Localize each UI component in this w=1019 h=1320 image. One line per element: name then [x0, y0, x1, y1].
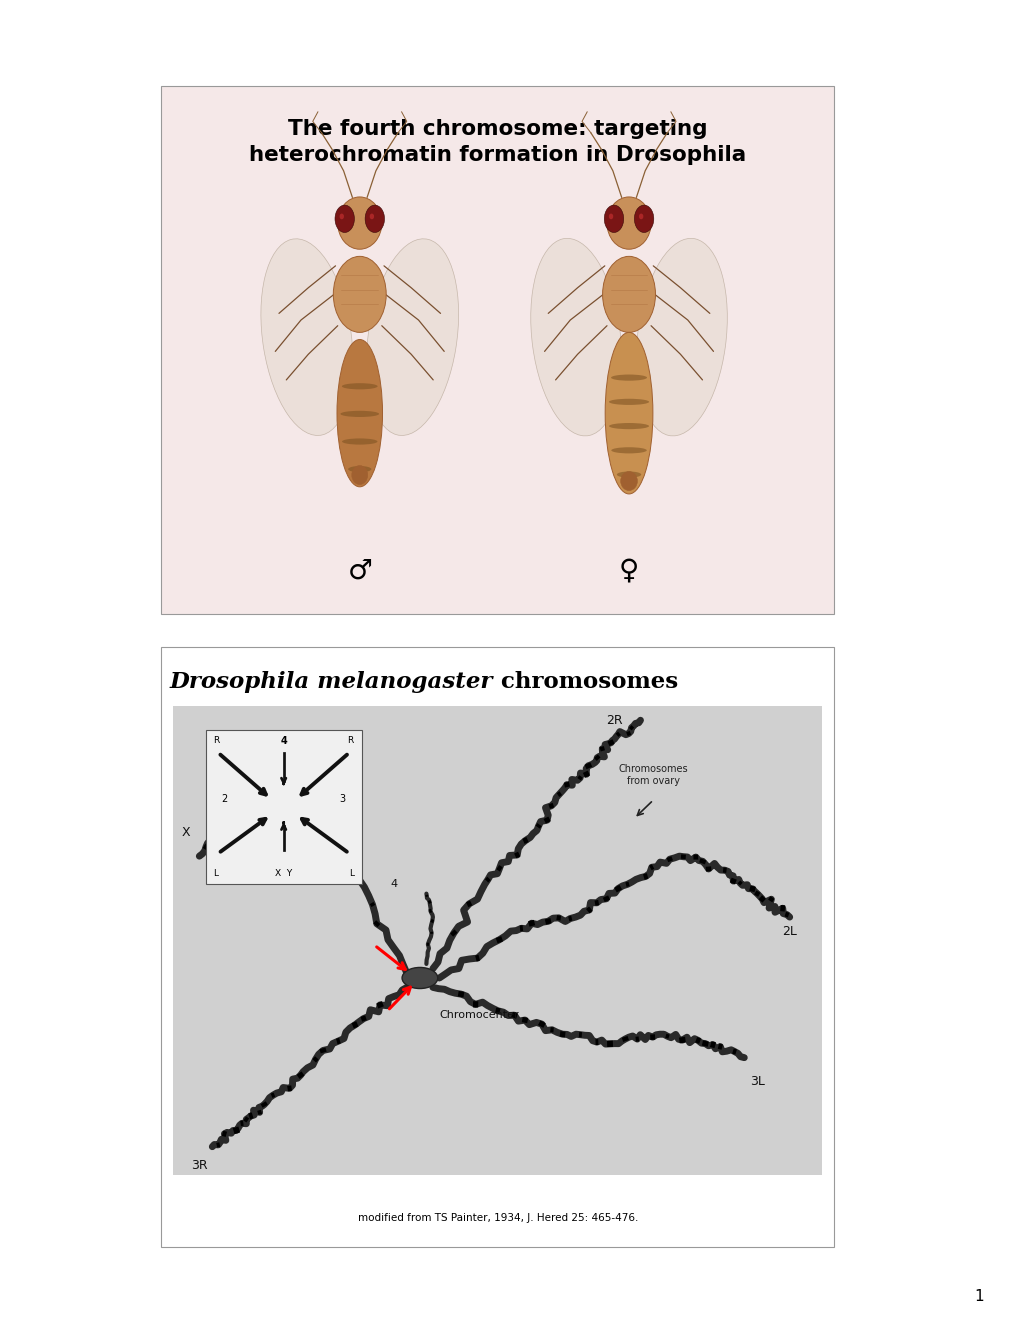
Text: 4: 4	[390, 879, 397, 890]
Text: R: R	[347, 735, 354, 744]
Text: X  Y: X Y	[275, 869, 292, 878]
Text: R: R	[213, 735, 220, 744]
Ellipse shape	[340, 411, 379, 417]
Text: modified from TS Painter, 1934, J. Hered 25: 465-476.: modified from TS Painter, 1934, J. Hered…	[358, 1213, 637, 1224]
Ellipse shape	[604, 333, 652, 494]
Text: 3L: 3L	[749, 1074, 764, 1088]
FancyBboxPatch shape	[173, 706, 821, 1175]
FancyBboxPatch shape	[161, 647, 834, 1247]
Ellipse shape	[608, 214, 612, 219]
Text: Chromosomes
from ovary: Chromosomes from ovary	[619, 764, 688, 785]
Ellipse shape	[530, 239, 621, 436]
Text: 2: 2	[221, 795, 227, 804]
Ellipse shape	[634, 205, 653, 232]
Text: 1: 1	[974, 1290, 983, 1304]
Text: Chromocenter: Chromocenter	[439, 1011, 519, 1020]
Ellipse shape	[638, 214, 643, 219]
Text: Drosophila melanogaster: Drosophila melanogaster	[169, 671, 492, 693]
Text: chromosomes: chromosomes	[492, 671, 678, 693]
Text: L: L	[348, 869, 354, 878]
Ellipse shape	[339, 214, 343, 219]
Ellipse shape	[337, 197, 381, 249]
Ellipse shape	[261, 239, 353, 436]
Ellipse shape	[341, 438, 377, 445]
FancyBboxPatch shape	[206, 730, 361, 884]
Text: 2R: 2R	[605, 714, 623, 727]
Text: L: L	[213, 869, 218, 878]
Ellipse shape	[341, 383, 377, 389]
Text: X: X	[181, 826, 191, 840]
Ellipse shape	[401, 968, 437, 989]
FancyBboxPatch shape	[161, 86, 834, 614]
Text: ♂: ♂	[347, 557, 372, 585]
Ellipse shape	[606, 197, 650, 249]
Text: ♀: ♀	[619, 557, 639, 585]
Ellipse shape	[352, 466, 368, 484]
Ellipse shape	[602, 256, 655, 333]
Text: The fourth chromosome: targeting
heterochromatin formation in Drosophila: The fourth chromosome: targeting heteroc…	[249, 119, 746, 165]
Ellipse shape	[608, 422, 648, 429]
Ellipse shape	[603, 205, 623, 232]
Text: 4: 4	[280, 735, 286, 746]
Text: 3R: 3R	[191, 1159, 208, 1172]
Text: 3: 3	[339, 795, 345, 804]
Ellipse shape	[621, 471, 637, 491]
Ellipse shape	[616, 471, 641, 478]
Ellipse shape	[610, 375, 646, 380]
Ellipse shape	[366, 239, 459, 436]
Ellipse shape	[334, 205, 354, 232]
Ellipse shape	[608, 399, 648, 405]
Ellipse shape	[369, 214, 374, 219]
Ellipse shape	[610, 447, 646, 453]
Ellipse shape	[636, 239, 727, 436]
Ellipse shape	[336, 339, 382, 487]
Ellipse shape	[347, 466, 371, 473]
Ellipse shape	[365, 205, 384, 232]
Ellipse shape	[333, 256, 386, 333]
Text: 2L: 2L	[782, 924, 796, 937]
